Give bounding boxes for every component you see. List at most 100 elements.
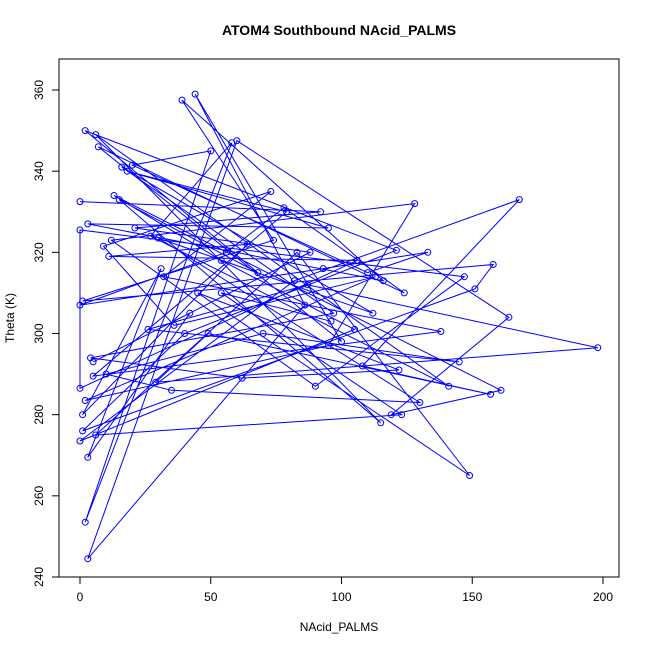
data-point [107,236,115,244]
data-point [181,330,189,337]
data-point [594,344,602,352]
data-point [471,285,479,293]
data-point [115,196,123,204]
data-point [327,317,335,325]
data-point [105,252,113,260]
data-point [100,242,107,250]
data-point [160,273,168,281]
data-point [233,137,241,145]
data-point [152,378,160,386]
data-point [76,301,84,309]
data-point [168,386,175,394]
data-point [217,256,225,264]
data-point [102,370,110,378]
series-line [79,93,598,560]
data-point [369,309,377,317]
data-point [398,411,406,419]
data-point [89,372,97,380]
x-axis-label: NAcid_PALMS [300,620,378,634]
y-tick-label: 300 [32,323,46,343]
y-tick-label: 360 [32,80,46,100]
data-point [301,301,309,309]
data-point [364,269,372,277]
data-point [330,309,338,317]
x-tick-label: 100 [331,590,351,604]
data-point [304,281,311,289]
data-point [455,358,463,366]
data-point [118,163,126,171]
data-point [76,226,84,234]
data-point [79,411,87,419]
data-point [186,309,194,317]
data-point [387,411,395,419]
data-point [76,437,84,445]
data-point [460,273,468,281]
x-tick-label: 0 [77,590,84,604]
data-point [317,208,325,216]
data-point [217,289,225,297]
data-point [293,248,301,256]
data-point [445,382,453,390]
data-point [123,167,131,175]
data-point [110,192,118,199]
data-point [144,325,152,333]
data-point [505,313,513,321]
data-point [84,453,92,461]
y-axis-label: Theta (K) [3,293,17,343]
x-tick-label: 200 [593,590,613,604]
y-tick-label: 320 [32,242,46,262]
data-point [84,555,92,563]
data-point [290,277,298,285]
data-point [259,330,267,337]
data-point [377,419,385,427]
data-point [392,246,400,254]
data-point [379,277,387,285]
data-point [81,397,89,404]
x-tick-label: 150 [462,590,482,604]
data-point [92,431,100,439]
data-point [222,248,230,256]
data-point [319,265,327,273]
data-point [76,384,84,392]
data-point [311,382,319,390]
data-point [154,234,162,242]
x-tick-label: 50 [204,590,218,604]
data-point [324,224,332,232]
data-point [497,386,505,394]
data-point [81,127,89,135]
data-point [338,338,345,346]
data-point [94,143,102,151]
data-point [487,390,495,398]
data-point [238,374,246,382]
series-layer [76,90,602,563]
data-point [280,204,288,212]
data-point [424,248,432,256]
data-point [92,131,100,139]
data-point [254,269,262,277]
data-point [191,90,199,98]
data-point [194,289,202,297]
data-point [128,161,136,169]
data-point [243,240,251,248]
data-point [267,188,275,195]
chart-title: ATOM4 Southbound NAcid_PALMS [222,22,456,38]
data-point [157,265,165,273]
data-point [489,261,497,268]
data-point [437,328,445,335]
data-point [306,248,314,256]
y-tick-label: 260 [32,486,46,506]
data-point [466,472,474,479]
data-point [515,196,523,204]
data-point [207,147,215,155]
y-axis: 240 260 280 300 320 340 360 [32,80,60,587]
data-point [131,224,139,232]
data-point [358,362,366,370]
data-point [411,200,419,208]
x-axis: 0 50 100 150 200 [77,576,613,604]
data-point [270,236,277,244]
y-tick-label: 340 [32,161,46,181]
data-point [416,399,424,406]
data-point [324,342,332,350]
